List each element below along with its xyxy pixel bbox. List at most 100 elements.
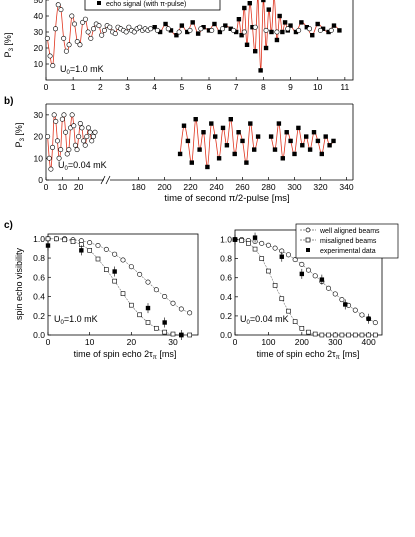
panel-a-data-point [269,29,274,35]
panel-c-left-data-point [137,271,143,277]
panel-a-data-point [317,27,323,33]
panel-b-data-point [76,134,82,140]
panel-c-left-data-point [112,251,118,257]
panel-a-x-tick-label: 0 [44,82,49,92]
panel-a-data-point [326,29,331,35]
panel-a: 0 1 2 3 4 5 6 7 8 9 10 11 10 20 30 40 50 echo signal (wi… [3,0,354,92]
panel-b-data-point [240,138,245,144]
panel-b-data-point [181,123,187,128]
panel-b-data-point [85,125,91,131]
panel-c-left-theory-line [48,238,190,314]
panel-a-data-point [88,35,94,41]
panel-c-right-data-point [359,312,365,318]
panel-c-left-x-tick-label: 0 [46,337,51,347]
panel-a-data-point [157,29,163,35]
panel-a-data-point [233,29,239,35]
panel-a-data-point [293,29,299,35]
panel-b-x-tick-label: 10 [58,182,68,192]
panel-a-data-point [236,17,242,22]
panel-c-left-x-tick-label: 20 [127,337,137,347]
panel-b-data-point [64,151,70,157]
panel-a-data-point [168,28,174,33]
panel-b-x-tick-label: 240 [209,182,223,192]
panel-a-data-point [217,29,223,35]
panel-a-data-point [307,26,313,32]
panel-c-right-data-point [346,332,351,338]
panel-b-data-point [189,160,194,165]
panel-c-right-data-point [326,285,332,291]
panel-a-data-point [242,5,247,11]
panel-a-y-tick-label: 40 [34,11,44,21]
panel-a-data-point [112,31,118,37]
panel-c-left-data-point [112,278,117,284]
panel-a-data-point [91,26,97,32]
panel-a-data-point [137,24,143,30]
panel-b-data-point [213,134,218,139]
panel-c-left-data-point [104,267,109,272]
panel-c-right-data-point [299,326,305,331]
panel-a-data-point [55,2,61,8]
panel-a-data-point [131,29,137,35]
panel-a-data-point [185,29,190,35]
panel-c-right-marks [232,232,378,338]
panel-b-data-point [59,116,65,122]
panel-b-data-point [236,130,241,135]
panel-b-data-point [82,142,88,148]
panel-b-data-point [209,121,214,126]
panel-a-y-tick-label: 10 [34,59,44,69]
panel-a-data-point [239,33,244,38]
panel-c-right-data-point [305,267,311,273]
panel-a-data-point [263,27,269,33]
panel-c-left-data-point [128,264,134,270]
panel-b-data-point [61,112,67,118]
panel-b-data-point [51,112,57,118]
panel-c-right-data-point [352,332,358,338]
panel-a-data-point [228,26,233,31]
panel-c-right-x-tick-label: 400 [362,337,376,347]
panel-a-data-point [209,27,215,33]
panel-c-right-data-point [312,331,318,337]
panel-c-left-data-point [95,256,101,262]
panel-a-data-point [320,26,326,31]
panel-b-data-point [296,125,301,131]
panel-c-right-data-point [232,237,238,242]
panel-a-data-point [212,21,217,27]
panel-a-data-point [69,13,75,19]
panel-b-x-tick-label: 260 [235,182,249,192]
panel-a-data-point [247,1,252,6]
panel-c-right-data-point [366,316,371,321]
panel-c-right-x-tick-label: 300 [328,337,342,347]
panel-a-x-tick-label: 7 [234,82,239,92]
panel-c-left-data-point [95,243,101,249]
panel-a-data-point [44,35,50,41]
panel-c-right-x-axis-label: time of spin echo 2τπ [ms] [257,349,360,361]
panel-c-left-data-point [45,243,51,248]
panel-c-right-data-point [252,235,258,240]
panel-a-data-point [74,39,80,45]
panel-c-right-data-point [332,332,338,338]
panel-b-data-point [193,117,198,122]
panel-b-x-tick-label: 20 [74,182,84,192]
panel-c-left-y-tick-label: 0.8 [33,253,45,263]
panel-b-data-point [53,118,59,124]
panel-b-x-tick-label: 280 [261,182,275,192]
panel-a-data-point [123,29,129,35]
panel-b-x-axis-label: time of second π/2-pulse [ms] [164,193,289,204]
panel-b-data-point [89,138,95,144]
panel-c-right-annotation: U0=0.04 mK [240,314,289,326]
legend-label-misaligned: misaligned beams [320,238,377,245]
panel-b-data-point [58,147,64,153]
panel-c-right-data-point [343,302,348,307]
panel-c-right-data-point [319,332,325,338]
panel-a-marks [44,0,342,73]
panel-c-right-data-point [312,273,318,279]
panel-a-data-point [195,31,201,36]
panel-c-left-x-axis-label: time of spin echo 2τπ [ms] [74,349,177,361]
panel-a-data-point [220,26,226,32]
panel-a-data-point [223,23,228,28]
panel-a-data-point [299,20,304,25]
panel-b-data-point [276,121,282,126]
legend-filled-square-marker [97,1,101,5]
panel-a-data-point [53,26,59,32]
